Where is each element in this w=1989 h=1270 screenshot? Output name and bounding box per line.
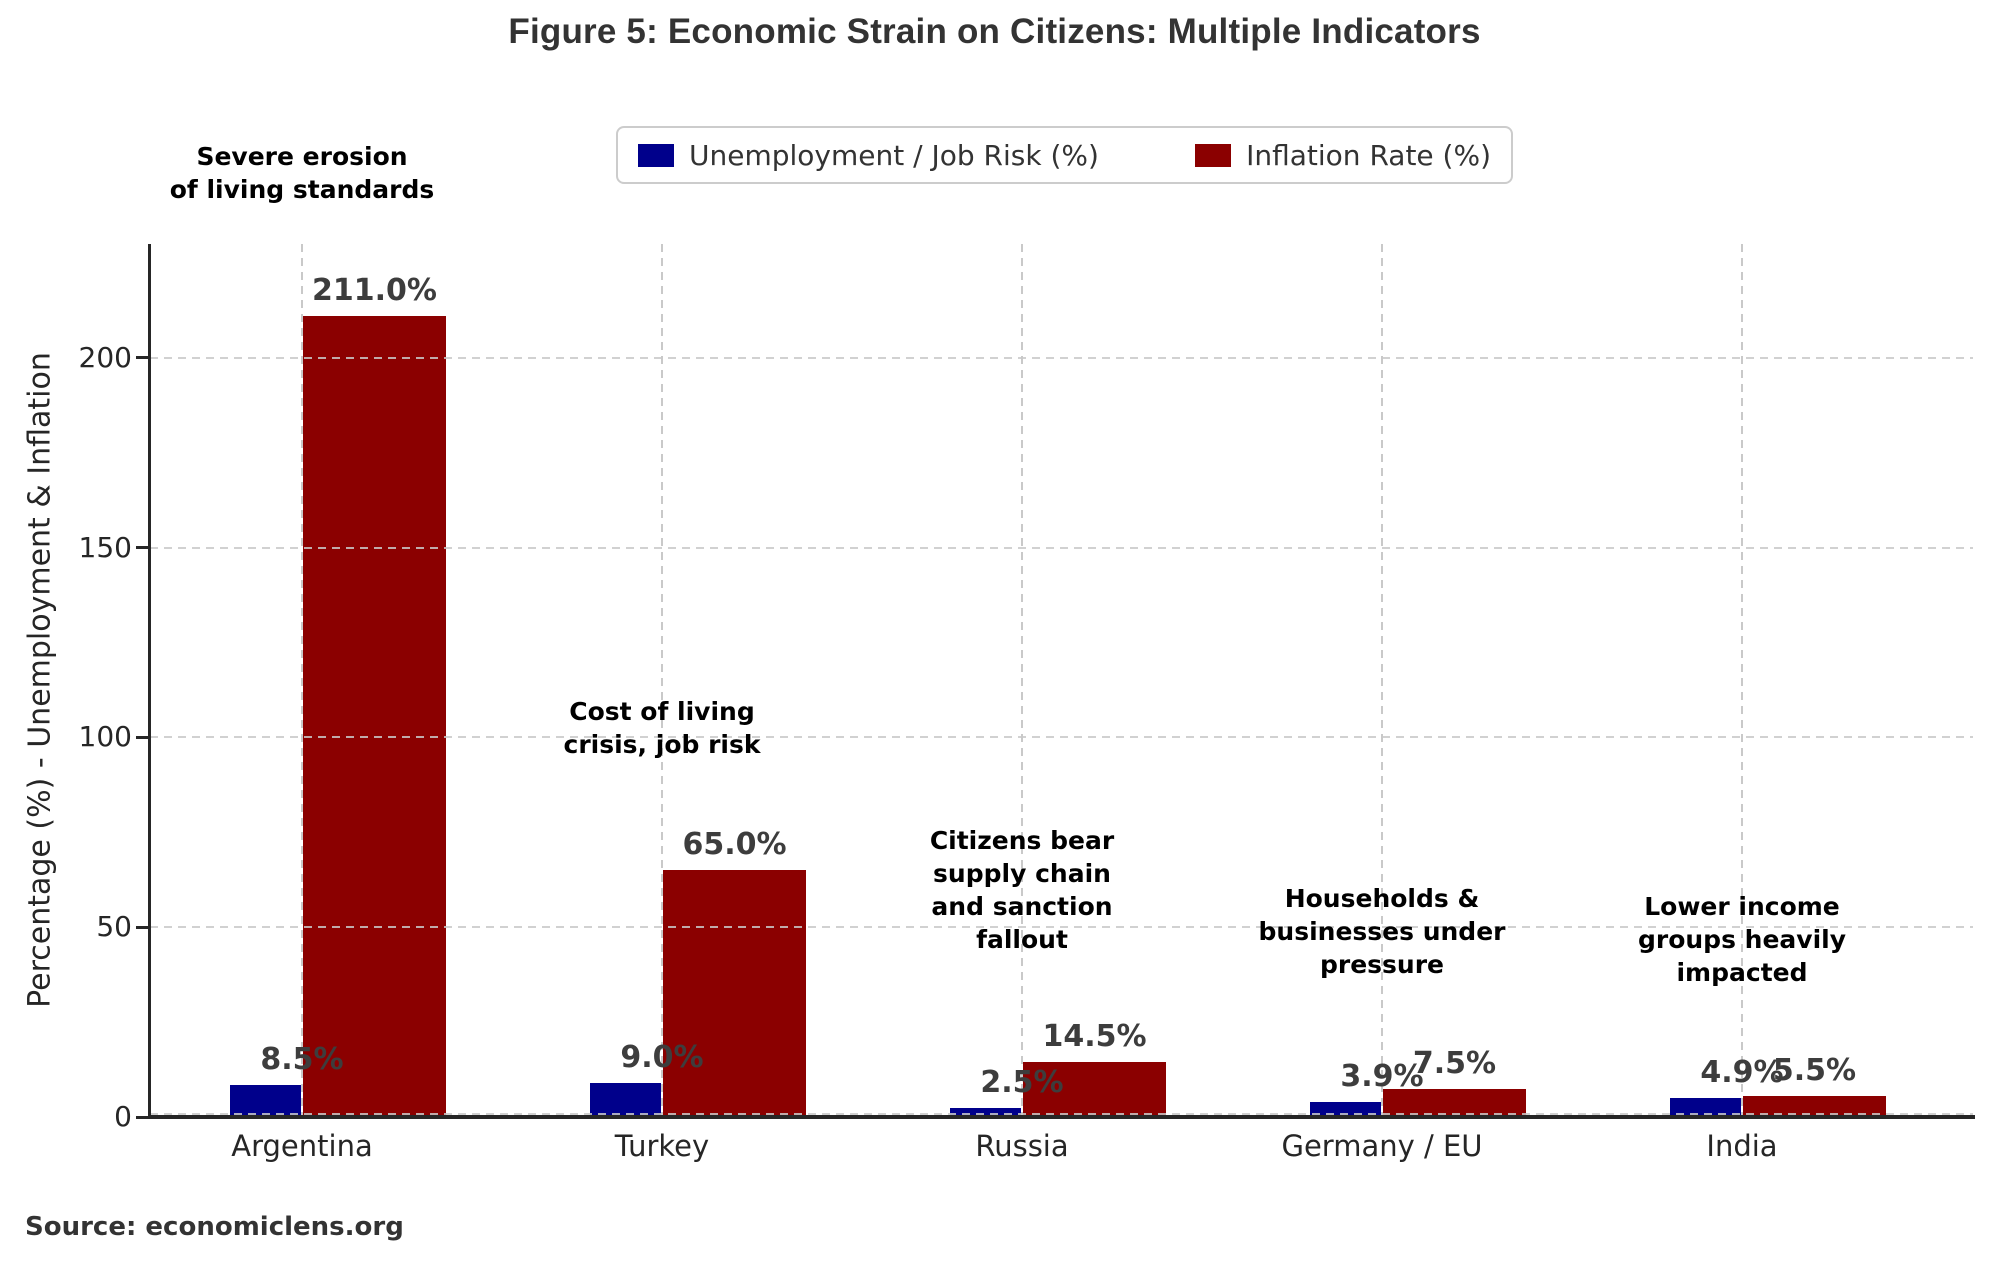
bar-unemployment-russia: [950, 1107, 1021, 1117]
annotation-germany-eu: Households & businesses under pressure: [1258, 884, 1506, 979]
y-gridline-0: [150, 1113, 1973, 1115]
x-gridline-germany-eu: [1381, 244, 1383, 1117]
value-label-unemployment-turkey: 9.0%: [620, 1039, 704, 1075]
x-category-label-russia: Russia: [975, 1129, 1069, 1163]
value-label-unemployment-india: 4.9%: [1700, 1055, 1784, 1091]
y-tick-label-0: 0: [114, 1100, 132, 1133]
x-gridline-turkey: [661, 244, 663, 1117]
y-tick-label-100: 100: [78, 720, 132, 754]
x-gridline-argentina: [301, 244, 303, 1117]
annotation-argentina: Severe erosion of living standards: [169, 142, 435, 204]
bar-inflation-russia: [1023, 1061, 1166, 1117]
annotation-india: Lower income groups heavily impacted: [1637, 892, 1847, 987]
x-category-label-germany-eu: Germany / EU: [1281, 1129, 1483, 1163]
y-tickmark-200: [136, 356, 150, 360]
y-gridline-150: [150, 546, 1973, 549]
bar-inflation-argentina: [303, 316, 446, 1117]
value-label-unemployment-russia: 2.5%: [980, 1064, 1064, 1100]
bar-inflation-india: [1743, 1096, 1886, 1117]
x-category-label-argentina: Argentina: [231, 1129, 373, 1163]
chart-title: Figure 5: Economic Strain on Citizens: M…: [508, 12, 1481, 51]
legend-item-inflation: Inflation Rate (%): [1195, 139, 1491, 172]
value-label-inflation-russia: 14.5%: [1042, 1018, 1147, 1054]
y-tickmark-0: [136, 1115, 150, 1119]
bar-unemployment-argentina: [230, 1084, 301, 1117]
bar-inflation-turkey: [663, 870, 806, 1117]
legend-label-inflation: Inflation Rate (%): [1246, 138, 1491, 172]
x-gridline-russia: [1021, 244, 1023, 1117]
legend-label-unemployment: Unemployment / Job Risk (%): [689, 138, 1099, 172]
bar-unemployment-turkey: [590, 1082, 661, 1117]
y-tickmark-100: [136, 735, 150, 739]
legend: Unemployment / Job Risk (%) Inflation Ra…: [616, 126, 1513, 184]
value-label-inflation-india: 5.5%: [1772, 1053, 1857, 1089]
legend-item-unemployment: Unemployment / Job Risk (%): [638, 139, 1099, 172]
x-category-label-turkey: Turkey: [614, 1129, 710, 1163]
y-tick-label-200: 200: [78, 340, 132, 374]
legend-swatch-inflation: [1195, 143, 1232, 167]
value-label-unemployment-argentina: 8.5%: [260, 1041, 344, 1077]
y-tick-label-150: 150: [78, 530, 132, 564]
y-tickmark-50: [136, 925, 150, 929]
value-label-inflation-turkey: 65.0%: [682, 827, 787, 863]
legend-swatch-unemployment: [638, 143, 674, 167]
y-gridline-100: [150, 736, 1973, 739]
annotation-turkey: Cost of living crisis, job risk: [563, 697, 761, 759]
plot-area: 8.5% 211.0% Argentina 9.0% 65.0% Turkey 2.5% 14…: [148, 244, 1975, 1163]
annotation-russia: Citizens bear supply chain and sanction …: [929, 826, 1115, 954]
y-gridline-50: [150, 926, 1973, 929]
value-label-unemployment-germany-eu: 3.9%: [1340, 1059, 1424, 1095]
y-axis-spine: [148, 244, 151, 1119]
source-note: Source: economiclens.org: [25, 1212, 404, 1242]
y-gridline-200: [150, 356, 1973, 359]
value-label-inflation-argentina: 211.0%: [312, 273, 437, 309]
x-axis-spine: [148, 1115, 1975, 1119]
y-tick-label-50: 50: [96, 910, 132, 944]
value-label-inflation-germany-eu: 7.5%: [1412, 1045, 1497, 1081]
x-gridline-india: [1741, 244, 1743, 1117]
y-tickmark-150: [136, 546, 150, 550]
bar-unemployment-india: [1670, 1098, 1741, 1117]
bar-inflation-germany-eu: [1383, 1088, 1526, 1117]
x-category-label-india: India: [1706, 1129, 1778, 1163]
